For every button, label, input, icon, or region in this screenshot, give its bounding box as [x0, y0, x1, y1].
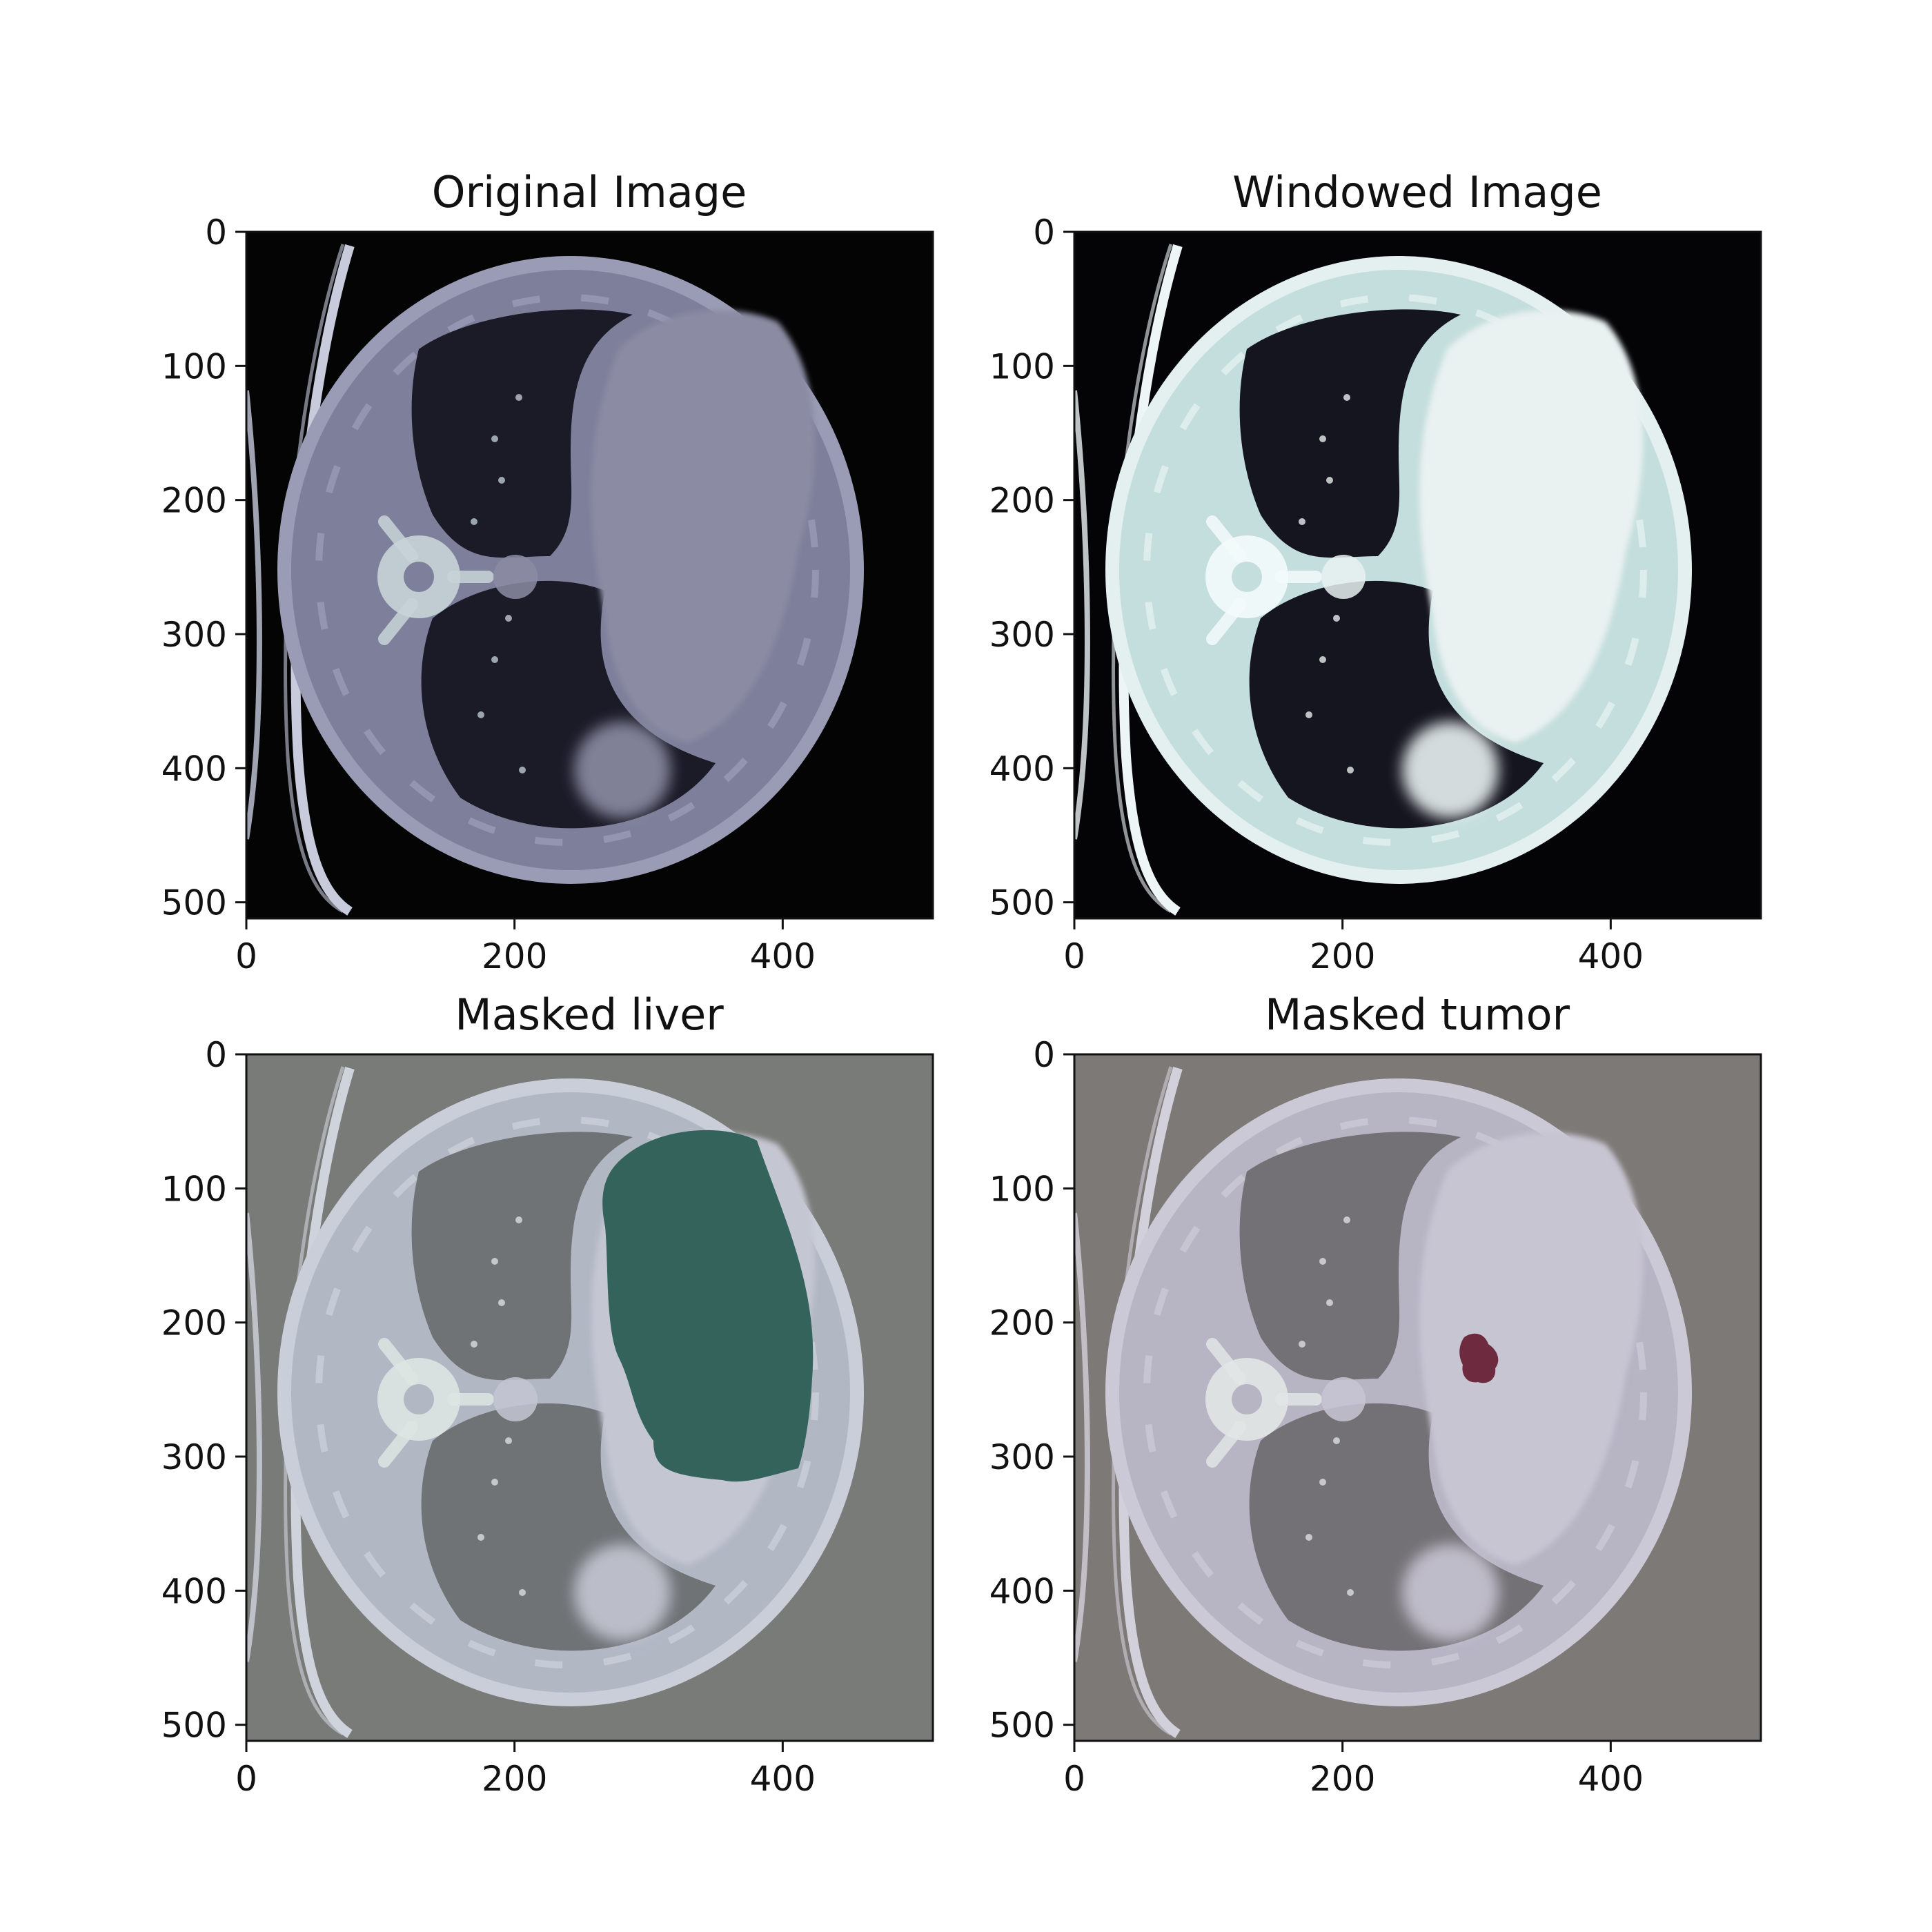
x-tick-label: 400: [1578, 936, 1644, 976]
aorta: [1321, 555, 1366, 599]
y-tick-label: 200: [989, 481, 1055, 521]
y-axis-ticks: 0 100 200 300 400 500: [989, 1035, 1074, 1746]
organ-mass: [591, 310, 815, 742]
heart: [1402, 722, 1499, 818]
aorta: [493, 555, 538, 599]
y-tick-label: 300: [161, 615, 227, 655]
y-tick-label: 0: [205, 213, 227, 253]
y-tick-label: 400: [161, 749, 227, 789]
x-tick-label: 0: [235, 936, 257, 976]
axes-frame: [1073, 230, 1762, 920]
x-tick-label: 200: [482, 1759, 547, 1799]
heart: [574, 722, 671, 818]
x-axis-ticks: 0 200 400: [1063, 1741, 1644, 1799]
lung-upper: [1239, 309, 1461, 558]
axes-frame: [245, 1053, 934, 1742]
organ-mass: [1419, 310, 1643, 742]
ct-image-windowed: [1073, 230, 1762, 920]
ct-image-masked-tumor: [1073, 1053, 1762, 1742]
y-tick-label: 400: [161, 1571, 227, 1611]
y-tick-label: 100: [161, 346, 227, 386]
y-tick-label: 100: [989, 1169, 1055, 1209]
panel-windowed-image: Windowed Image 0 200 400 0 100 200 300 400 500: [989, 167, 1762, 976]
panel-title: Original Image: [432, 167, 747, 217]
panel-title: Masked tumor: [1265, 989, 1570, 1040]
y-axis-ticks: 0 100 200 300 400 500: [161, 213, 246, 923]
liver-mask: [602, 1130, 814, 1482]
x-axis-ticks: 0 200 400: [235, 918, 816, 976]
lung-upper: [411, 309, 633, 558]
y-tick-label: 0: [1033, 1035, 1055, 1075]
y-tick-label: 400: [989, 1571, 1055, 1611]
y-tick-label: 400: [989, 749, 1055, 789]
panel-original-image: Original Image 0 200 400 0 100 200 300 400 500: [161, 167, 934, 976]
y-tick-label: 500: [989, 883, 1055, 923]
x-tick-label: 200: [1310, 936, 1375, 976]
aorta: [493, 1377, 538, 1421]
ribs: [315, 1116, 819, 1668]
organ-mass: [1419, 1132, 1643, 1565]
lung-upper: [1239, 1132, 1461, 1381]
ribs: [1143, 294, 1647, 846]
y-tick-label: 500: [989, 1706, 1055, 1746]
ribs: [315, 294, 819, 846]
y-tick-label: 500: [161, 1706, 227, 1746]
ribs: [1143, 1116, 1647, 1668]
x-axis-ticks: 0 200 400: [1063, 918, 1644, 976]
y-axis-ticks: 0 100 200 300 400 500: [989, 213, 1074, 923]
panel-masked-liver: Masked liver 0 200 400 0 100 200 300 400 500: [161, 989, 934, 1799]
y-tick-label: 100: [161, 1169, 227, 1209]
y-tick-label: 500: [161, 883, 227, 923]
x-tick-label: 400: [1578, 1759, 1644, 1799]
y-tick-label: 300: [161, 1437, 227, 1477]
ct-image-original: [245, 230, 934, 920]
heart: [1402, 1544, 1499, 1641]
panel-masked-tumor: Masked tumor 0 200 400 0 100 200 300 400 500: [989, 989, 1762, 1799]
ct-image-masked-liver: [245, 1053, 934, 1742]
x-tick-label: 0: [1063, 936, 1085, 976]
axes-frame: [245, 230, 934, 920]
panel-title: Masked liver: [455, 989, 724, 1040]
y-tick-label: 200: [161, 1303, 227, 1343]
x-tick-label: 0: [1063, 1759, 1085, 1799]
axes-frame: [1073, 1053, 1762, 1742]
x-tick-label: 200: [1310, 1759, 1375, 1799]
aorta: [1321, 1377, 1366, 1421]
y-tick-label: 0: [205, 1035, 227, 1075]
x-tick-label: 400: [750, 1759, 816, 1799]
y-tick-label: 200: [989, 1303, 1055, 1343]
x-tick-label: 400: [750, 936, 816, 976]
y-tick-label: 300: [989, 615, 1055, 655]
lung-upper: [411, 1132, 633, 1381]
y-tick-label: 0: [1033, 213, 1055, 253]
x-tick-label: 200: [482, 936, 547, 976]
y-tick-label: 100: [989, 346, 1055, 386]
y-axis-ticks: 0 100 200 300 400 500: [161, 1035, 246, 1746]
x-axis-ticks: 0 200 400: [235, 1741, 816, 1799]
panel-title: Windowed Image: [1232, 167, 1602, 217]
tumor-mask: [1459, 1333, 1499, 1383]
heart: [574, 1544, 671, 1641]
y-tick-label: 200: [161, 481, 227, 521]
x-tick-label: 0: [235, 1759, 257, 1799]
y-tick-label: 300: [989, 1437, 1055, 1477]
